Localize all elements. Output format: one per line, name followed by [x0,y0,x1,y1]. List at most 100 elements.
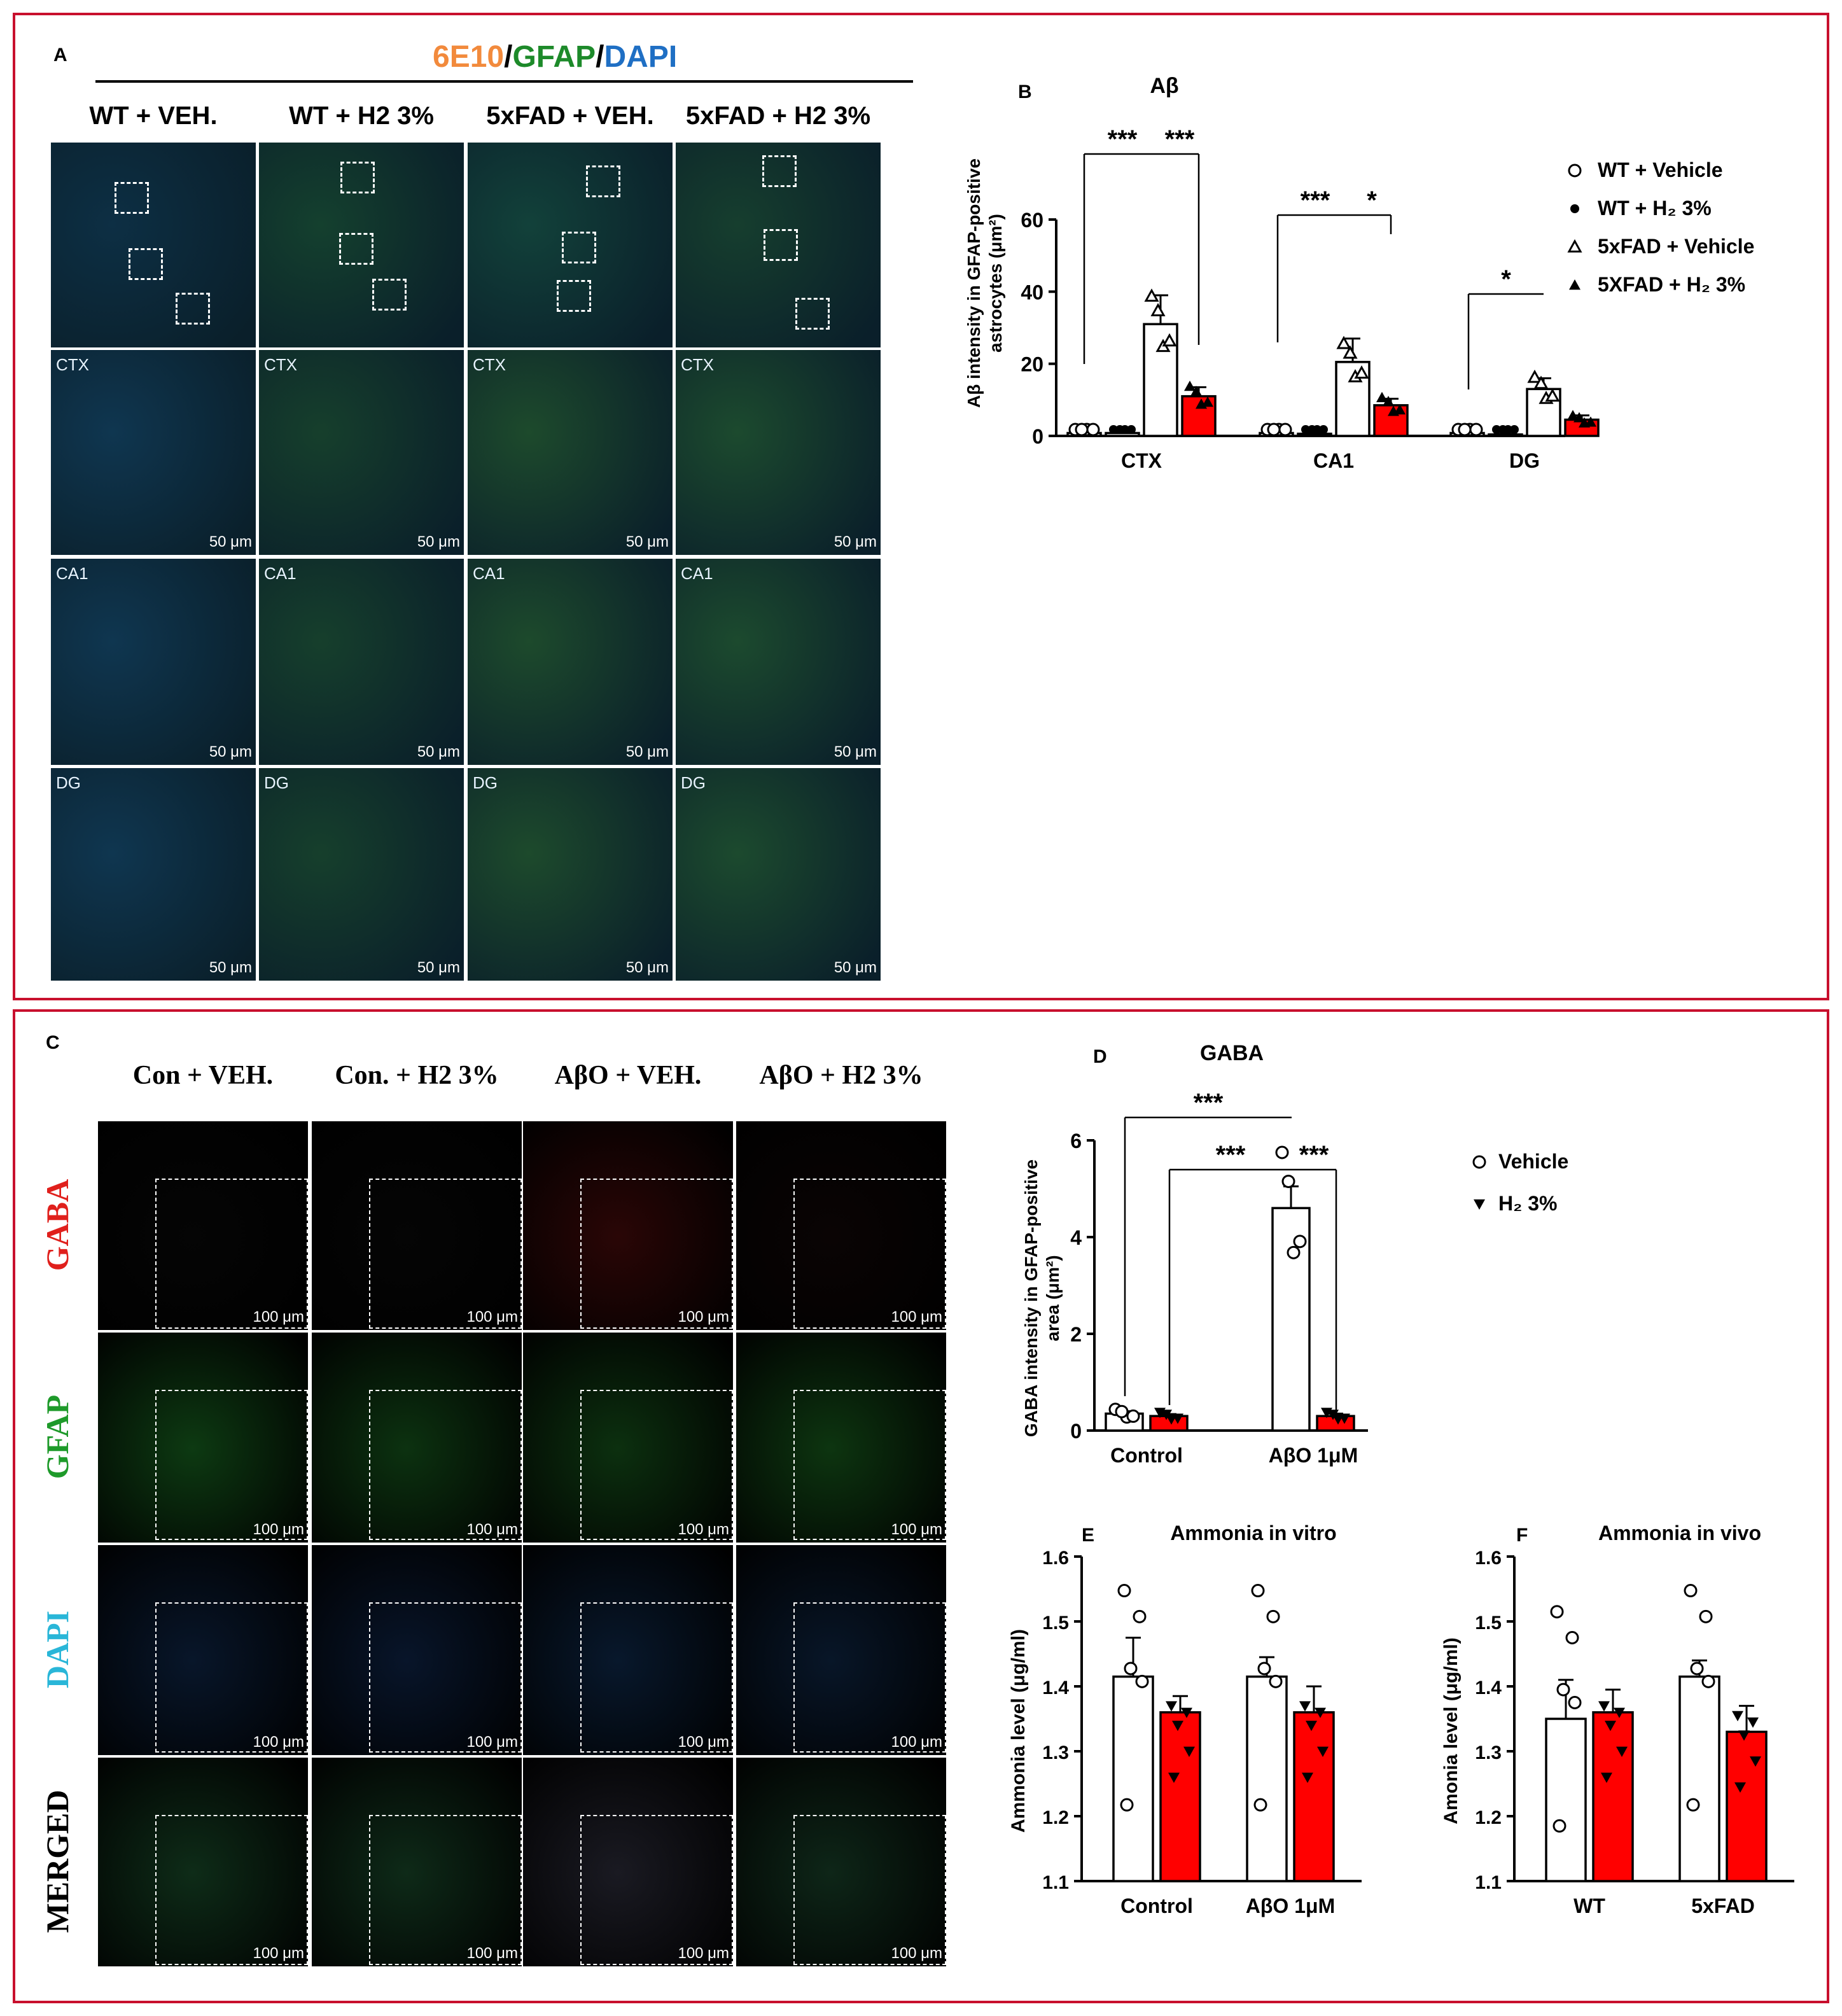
y-axis-label: area (μm²) [1043,1255,1063,1341]
data-point [1550,1605,1564,1619]
inset-region-box [155,1815,308,1965]
panel-a-column-header: WT + VEH. [89,102,218,130]
panel-c-label: C [46,1032,60,1053]
sig-annotation: *** [1165,125,1195,153]
data-point [1183,1746,1195,1757]
bar [1246,1675,1288,1882]
data-point [1533,375,1549,389]
inset-region-box [155,1602,308,1753]
data-point [1686,1798,1700,1812]
data-point [1115,425,1124,434]
data-point [1202,396,1213,407]
scale-bar-label: 100 μm [253,1945,304,1962]
data-point [1269,1674,1283,1688]
y-tick-label: 1.1 [1475,1872,1502,1893]
scale-bar-label: 100 μm [466,1945,518,1962]
inset-region-box [793,1815,946,1965]
y-tick-label: 20 [1021,353,1043,376]
scale-bar-label: 100 μm [891,1733,942,1751]
inset-region-box [793,1179,946,1329]
data-point [1614,1707,1625,1718]
data-point [1701,1674,1715,1688]
inset-region-box [793,1390,946,1540]
region-label: DG [681,773,706,792]
confocal-tile: 100 μm [97,1756,309,1968]
scale-bar-label: 50 μm [209,959,252,976]
bar [1678,1675,1720,1882]
y-tick-label: 2 [1070,1323,1082,1346]
data-point [1267,423,1281,437]
panel-a-title-rule [95,80,913,83]
scale-bar-label: 100 μm [466,1521,518,1538]
sig-annotation: *** [1216,1141,1246,1169]
scale-bar-label: 100 μm [253,1733,304,1751]
data-point [1127,425,1136,434]
data-point [1172,1721,1183,1732]
legend-entry: H₂ 3% [1498,1192,1557,1215]
bar [1592,1711,1634,1882]
micrograph-tile: CA1 50 μm [258,557,465,766]
panel-c-column-header: AβO + H2 3% [759,1061,923,1090]
data-point [1117,1584,1131,1598]
scale-bar-label: 100 μm [466,1308,518,1326]
scale-bar-label: 100 μm [466,1733,518,1751]
data-point [1573,412,1585,423]
x-category-label: Control [1110,1444,1183,1467]
y-axis-label: Amonia level (μg/ml) [1441,1637,1462,1824]
data-point [1293,1235,1307,1249]
data-point [1383,396,1394,407]
data-point [1287,1245,1301,1259]
legend-entry: Vehicle [1498,1150,1568,1173]
data-point [1172,1413,1183,1424]
data-point [1567,239,1582,253]
data-point [1317,1746,1329,1757]
figure-top-frame [13,13,1829,1000]
data-point [1086,423,1100,437]
data-point [1181,1707,1192,1718]
scale-bar-label: 50 μm [417,533,460,550]
y-tick-label: 1.4 [1042,1677,1069,1698]
chart-title: GABA [1200,1041,1264,1065]
y-tick-label: 60 [1021,209,1043,232]
confocal-tile: 100 μm [310,1544,523,1756]
data-point [1565,1631,1579,1644]
legend-entry: 5xFAD + Vehicle [1598,235,1754,258]
confocal-tile: 100 μm [735,1756,947,1968]
region-label: CA1 [681,564,713,583]
data-point [1150,303,1166,316]
x-category-label: 5xFAD [1691,1894,1755,1917]
data-point [1315,1707,1326,1718]
data-point [1569,279,1580,290]
data-point [1750,1756,1761,1767]
legend-entry: WT + H₂ 3% [1598,197,1712,220]
inset-region-box [369,1390,522,1540]
micrograph-tile: DG 50 μm [50,767,257,982]
stain-part-1: / [504,40,513,74]
region-label: CA1 [56,564,88,583]
data-point [1469,423,1483,437]
confocal-tile: 100 μm [522,1331,734,1544]
data-point [1472,1155,1486,1169]
scale-bar-label: 100 μm [678,1308,729,1326]
chart-f: Ammonia in vivo Amonia level (μg/ml) 1.1 1.… [1441,1522,1794,1917]
micrograph-tile: CTX 50 μm [466,349,674,556]
y-axis-label: GABA intensity in GFAP-positive [1021,1159,1041,1437]
y-tick-label: 0 [1070,1420,1082,1443]
data-point [1567,410,1579,421]
data-point [1336,335,1351,349]
chart-title: Aβ [1150,74,1178,98]
inset-region-box [795,298,830,330]
micrograph-tile [50,141,257,349]
x-category-label: CTX [1121,449,1162,472]
region-label: CTX [56,355,89,374]
scale-bar-label: 100 μm [891,1945,942,1962]
micrograph-tile: CA1 50 μm [674,557,882,766]
micrograph-tile: CTX 50 μm [50,349,257,556]
sig-annotation: * [1367,186,1377,214]
y-tick-label: 1.5 [1475,1613,1502,1634]
micrograph-tile [674,141,882,349]
inset-region-box [115,182,149,214]
sig-annotation: *** [1194,1089,1224,1117]
inset-region-box [339,233,373,265]
inset-region-box [369,1815,522,1965]
